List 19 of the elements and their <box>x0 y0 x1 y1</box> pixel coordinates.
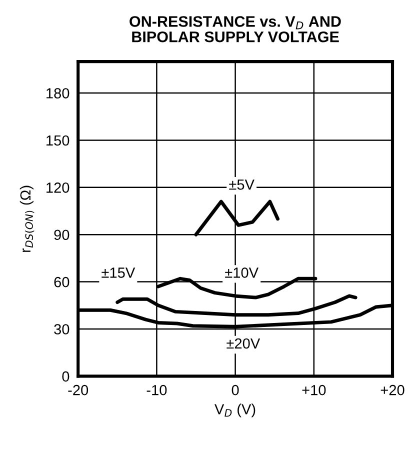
annotation: ±15V <box>102 268 136 278</box>
x-axis-title: V$_{D}$ (V) <box>214 404 256 418</box>
y-tick-label: 150 <box>46 135 70 146</box>
y-tick-label: 180 <box>46 88 70 98</box>
annotation: ±20V <box>226 338 260 349</box>
x-tick-label: -20 <box>68 384 88 396</box>
x-tick-label: +10 <box>302 384 326 396</box>
x-tick-label: +20 <box>380 384 404 396</box>
y-tick-label: 0 <box>62 371 70 382</box>
annotation: ±5V <box>229 180 254 190</box>
y-tick-label: 30 <box>54 324 70 334</box>
x-tick-label: 0 <box>232 384 239 396</box>
y-tick-label: 90 <box>54 230 70 240</box>
y-tick-label: 120 <box>46 182 70 193</box>
annotation: ±10V <box>225 268 258 278</box>
y-axis-title: r$_{DS(ON)}$ (Ω) <box>20 186 34 252</box>
y-tick-label: 60 <box>54 276 70 288</box>
chart-title: ON-RESISTANCE vs. V$_{D}$ AND BIPOLAR SUPPLY VOLTAGE <box>130 16 341 42</box>
x-tick-label: -10 <box>146 384 167 396</box>
